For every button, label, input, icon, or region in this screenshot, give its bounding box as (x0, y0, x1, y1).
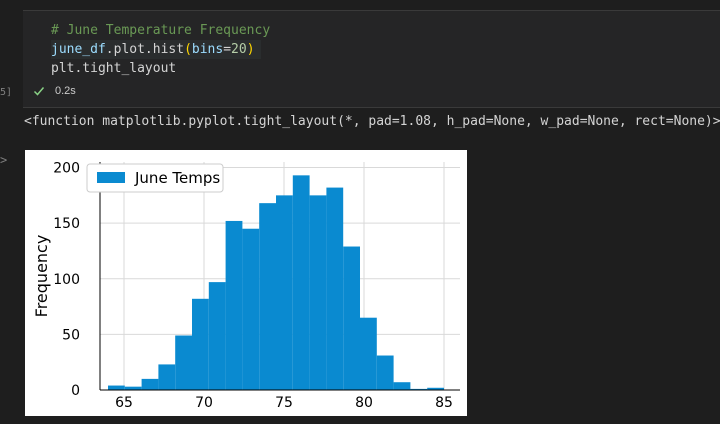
x-tick-label: 80 (355, 395, 373, 411)
histogram-bar (410, 388, 428, 390)
histogram-bar (208, 282, 226, 390)
histogram-bar (175, 335, 192, 390)
histogram-bar (376, 355, 394, 390)
code-token: .plot.hist (105, 42, 185, 57)
legend-box (86, 163, 224, 193)
histogram-bar (225, 220, 243, 390)
code-line: # June Temperature Frequency (51, 21, 270, 40)
execution-time: 0.2s (55, 85, 76, 97)
x-tick-label: 70 (195, 395, 213, 411)
code-cell[interactable]: # June Temperature Frequency june_df.plot… (23, 10, 720, 108)
x-tick-label: 85 (435, 395, 453, 411)
legend-label: June Temps (134, 169, 220, 187)
histogram-bar (343, 246, 360, 390)
legend-swatch (97, 172, 125, 183)
check-icon (33, 87, 45, 96)
code-token: bins (191, 42, 224, 57)
output-indicator: > (0, 153, 8, 167)
histogram-bar (326, 187, 344, 390)
histogram-bar (276, 195, 293, 390)
histogram-bar (141, 378, 159, 390)
histogram-svg: 65 70 75 80 85 0 50 100 150 200 Frequency June Tem… (32, 161, 460, 411)
histogram-bar (292, 175, 310, 390)
y-axis-label: Frequency (32, 235, 51, 318)
y-tick-label: 100 (53, 272, 80, 288)
histogram-chart: 65 70 75 80 85 0 50 100 150 200 Frequency June Tem… (25, 150, 467, 416)
code-token: 20 (231, 42, 247, 57)
x-tick-label: 75 (275, 395, 293, 411)
histogram-bar (108, 385, 125, 390)
output-text: <function matplotlib.pyplot.tight_layout… (24, 114, 720, 129)
histogram-bar (192, 298, 209, 390)
execution-status: 0.2s (33, 85, 76, 97)
code-token: = (223, 42, 232, 57)
y-tick-label: 150 (53, 216, 80, 232)
histogram-bar (259, 203, 276, 390)
histogram-bar (393, 382, 411, 390)
code-editor[interactable]: # June Temperature Frequency june_df.plot… (51, 21, 270, 78)
code-token: june_df (51, 42, 106, 57)
code-token: ) (246, 42, 255, 57)
code-line: june_df.plot.hist(bins=20) (51, 40, 270, 59)
code-token: ( (184, 42, 192, 57)
input-execution-counter: 5] (0, 87, 13, 98)
y-tick-label: 200 (53, 161, 80, 177)
y-tick-label: 50 (62, 327, 80, 343)
histogram-bar (242, 228, 260, 390)
x-tick-label: 65 (115, 395, 133, 411)
histogram-bar (124, 386, 142, 390)
histogram-bar (427, 387, 444, 390)
code-token: plt.tight_layout (51, 61, 177, 76)
histogram-bar (309, 195, 327, 390)
code-line: plt.tight_layout (51, 59, 270, 78)
histogram-bar (360, 317, 377, 390)
histogram-bar (158, 364, 176, 390)
code-token: # June Temperature Frequency (51, 23, 271, 38)
y-tick-label: 0 (71, 383, 80, 399)
